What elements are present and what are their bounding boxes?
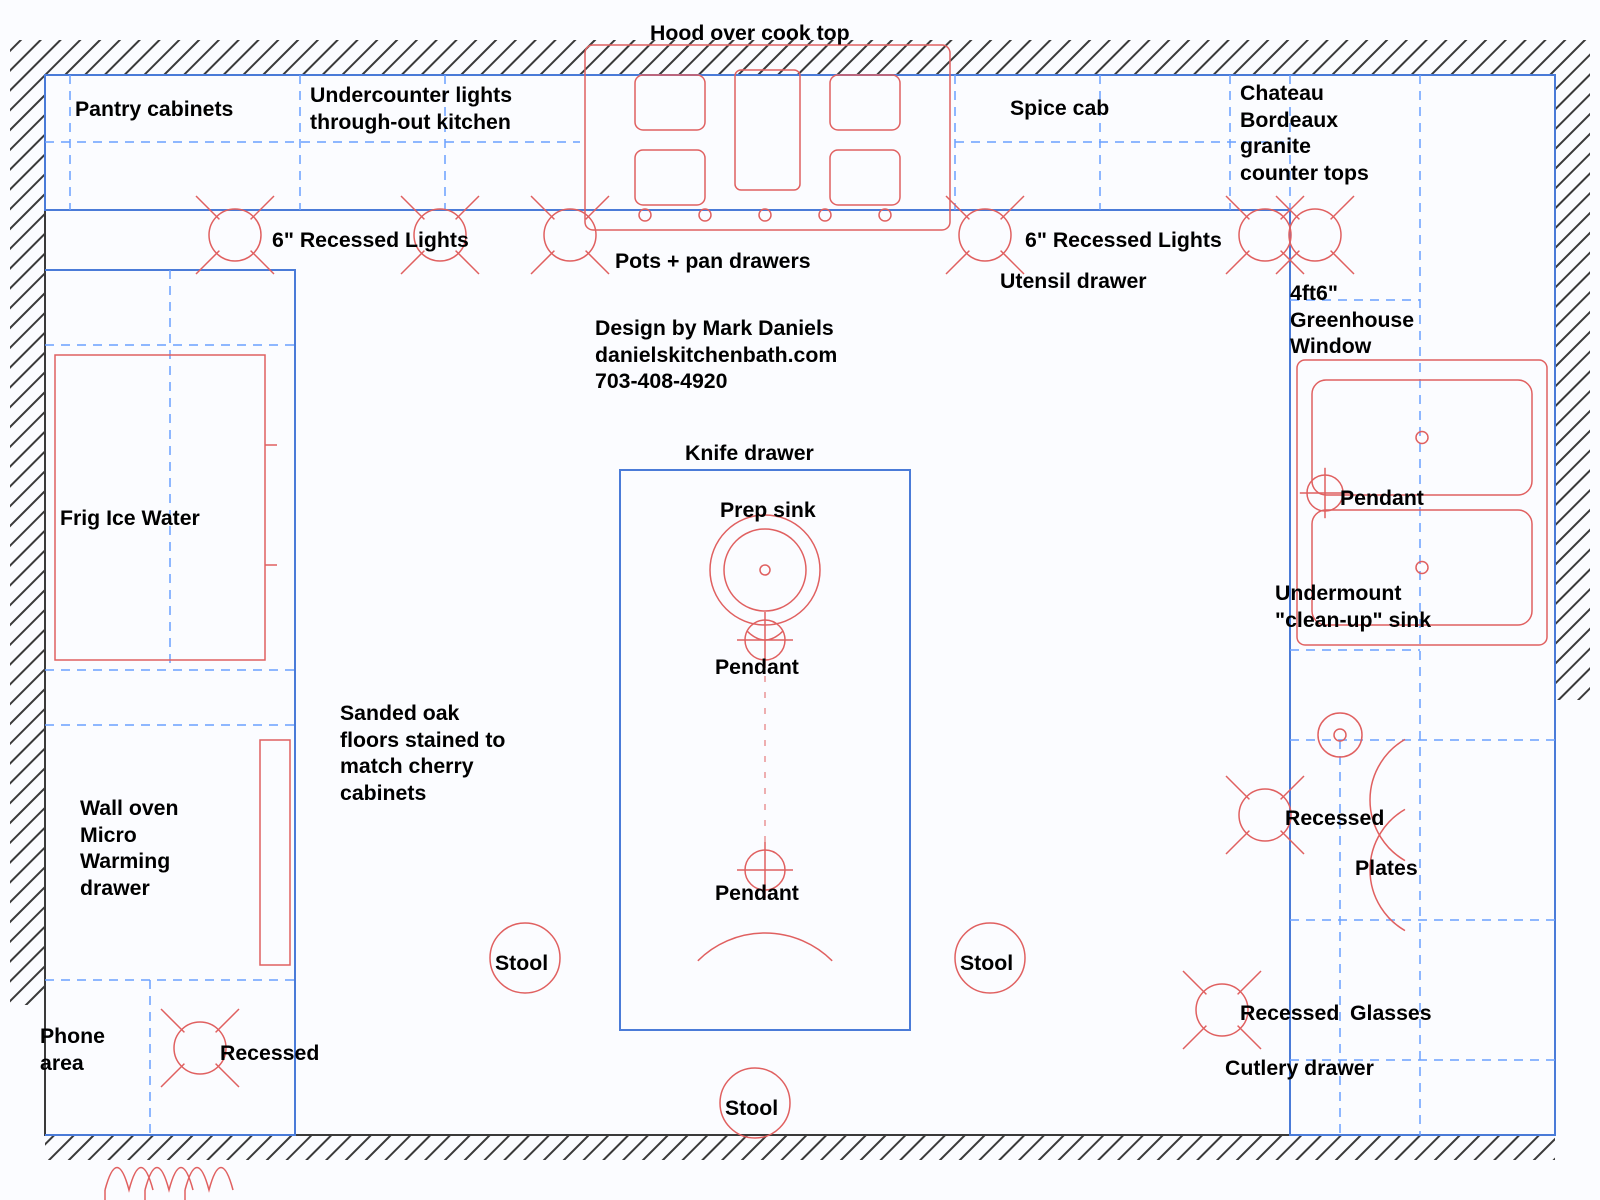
label-cutlery: Cutlery drawer [1225, 1055, 1374, 1082]
kitchen-floor-plan: { "canvas":{"w":1600,"h":1200,"bg":"#fbf… [0, 0, 1600, 1200]
label-pend1: Pendant [715, 654, 799, 681]
label-rec6R: 6" Recessed Lights [1025, 227, 1222, 254]
label-walloven: Wall oven Micro Warming drawer [80, 795, 178, 901]
label-spice: Spice cab [1010, 95, 1109, 122]
label-stoolR: Stool [960, 950, 1013, 977]
label-floors: Sanded oak floors stained to match cherr… [340, 700, 505, 806]
label-hood: Hood over cook top [650, 20, 850, 47]
label-underLights: Undercounter lights through-out kitchen [310, 82, 512, 135]
label-pend2: Pendant [715, 880, 799, 907]
label-prep: Prep sink [720, 497, 816, 524]
label-pantry: Pantry cabinets [75, 96, 233, 123]
label-stoolB: Stool [725, 1095, 778, 1122]
label-countertops: Chateau Bordeaux granite counter tops [1240, 80, 1369, 186]
label-undermount: Undermount "clean-up" sink [1275, 580, 1431, 633]
label-designer: Design by Mark Daniels danielskitchenbat… [595, 315, 837, 395]
label-plates: Plates [1355, 855, 1418, 882]
label-recR1: Recessed [1285, 805, 1384, 832]
label-phone: Phone area [40, 1023, 105, 1076]
label-recL: Recessed [220, 1040, 319, 1067]
label-pendR: Pendant [1340, 485, 1424, 512]
label-knife: Knife drawer [685, 440, 814, 467]
label-glasses: Glasses [1350, 1000, 1432, 1027]
label-stoolL: Stool [495, 950, 548, 977]
label-frig: Frig Ice Water [60, 505, 200, 532]
label-recR2: Recessed [1240, 1000, 1339, 1027]
label-ghWindow: 4ft6" Greenhouse Window [1290, 280, 1414, 360]
label-utensil: Utensil drawer [1000, 268, 1147, 295]
label-rec6L: 6" Recessed Lights [272, 227, 469, 254]
label-potspan: Pots + pan drawers [615, 248, 811, 275]
